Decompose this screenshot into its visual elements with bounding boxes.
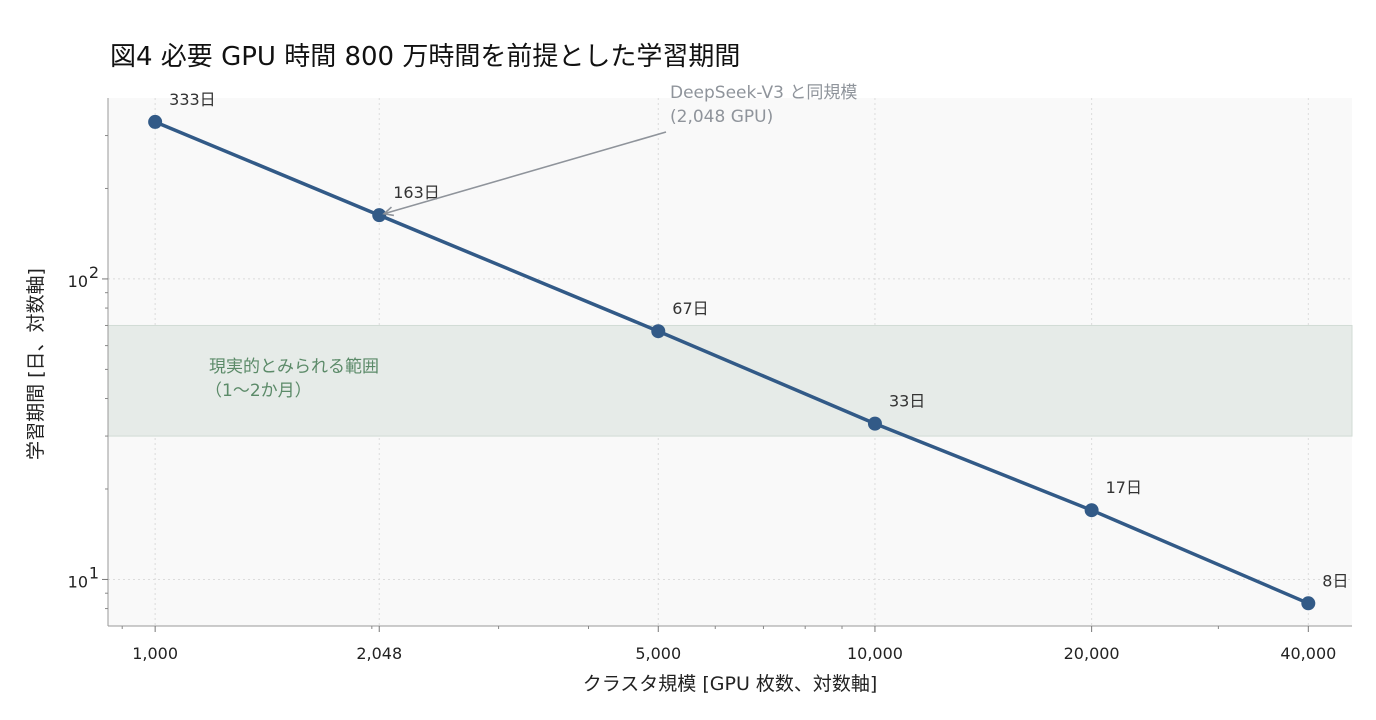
y-tick-label: 10 xyxy=(68,572,88,591)
x-axis-label: クラスタ規模 [GPU 枚数、対数軸] xyxy=(583,673,878,695)
annotation-label-line: (2,048 GPU) xyxy=(670,107,773,127)
y-tick-exponent: 1 xyxy=(89,563,99,582)
x-tick-label: 40,000 xyxy=(1280,644,1336,663)
annotation-label: DeepSeek-V3 と同規模 (2,048 GPU) xyxy=(670,83,857,127)
band-label-line: 現実的とみられる範囲 xyxy=(209,357,379,377)
data-point xyxy=(651,324,666,339)
band-label-line: （1〜2か月） xyxy=(205,381,312,401)
data-label: 8日 xyxy=(1322,571,1348,590)
data-label: 33日 xyxy=(889,392,925,411)
data-label: 67日 xyxy=(672,299,708,318)
range-band: 現実的とみられる範囲 （1〜2か月） xyxy=(107,324,1353,437)
y-tick-exponent: 2 xyxy=(89,263,99,282)
annotation-arrow-head xyxy=(382,206,395,217)
labels: 333日 163日 67日 33日 17日 8日 DeepSeek-V3 と同規模 (2,04… xyxy=(169,83,1348,590)
series xyxy=(148,114,1316,611)
annotation-arrow-line xyxy=(383,131,667,215)
data-point xyxy=(867,416,882,431)
chart-title: 図4 必要 GPU 時間 800 万時間を前提とした学習期間 xyxy=(110,42,741,72)
data-label: 333日 xyxy=(169,90,216,109)
data-point xyxy=(1084,503,1099,518)
grid xyxy=(108,98,1352,626)
x-tick-label: 2,048 xyxy=(356,644,402,663)
data-label: 17日 xyxy=(1106,478,1142,497)
x-tick-label: 5,000 xyxy=(635,644,681,663)
data-point xyxy=(372,208,387,223)
band-label: 現実的とみられる範囲 （1〜2か月） xyxy=(205,357,379,401)
x-tick-label: 1,000 xyxy=(132,644,178,663)
data-point xyxy=(148,114,163,129)
x-tick-label: 10,000 xyxy=(847,644,903,663)
data-label: 163日 xyxy=(393,183,440,202)
data-point xyxy=(1301,596,1316,611)
x-tick-label: 20,000 xyxy=(1064,644,1120,663)
annotation-label-line: DeepSeek-V3 と同規模 xyxy=(670,83,857,103)
series-line xyxy=(154,120,1309,605)
y-axis-label: 学習期間 [日、対数軸] xyxy=(25,268,47,460)
y-tick-label: 10 xyxy=(68,272,88,291)
